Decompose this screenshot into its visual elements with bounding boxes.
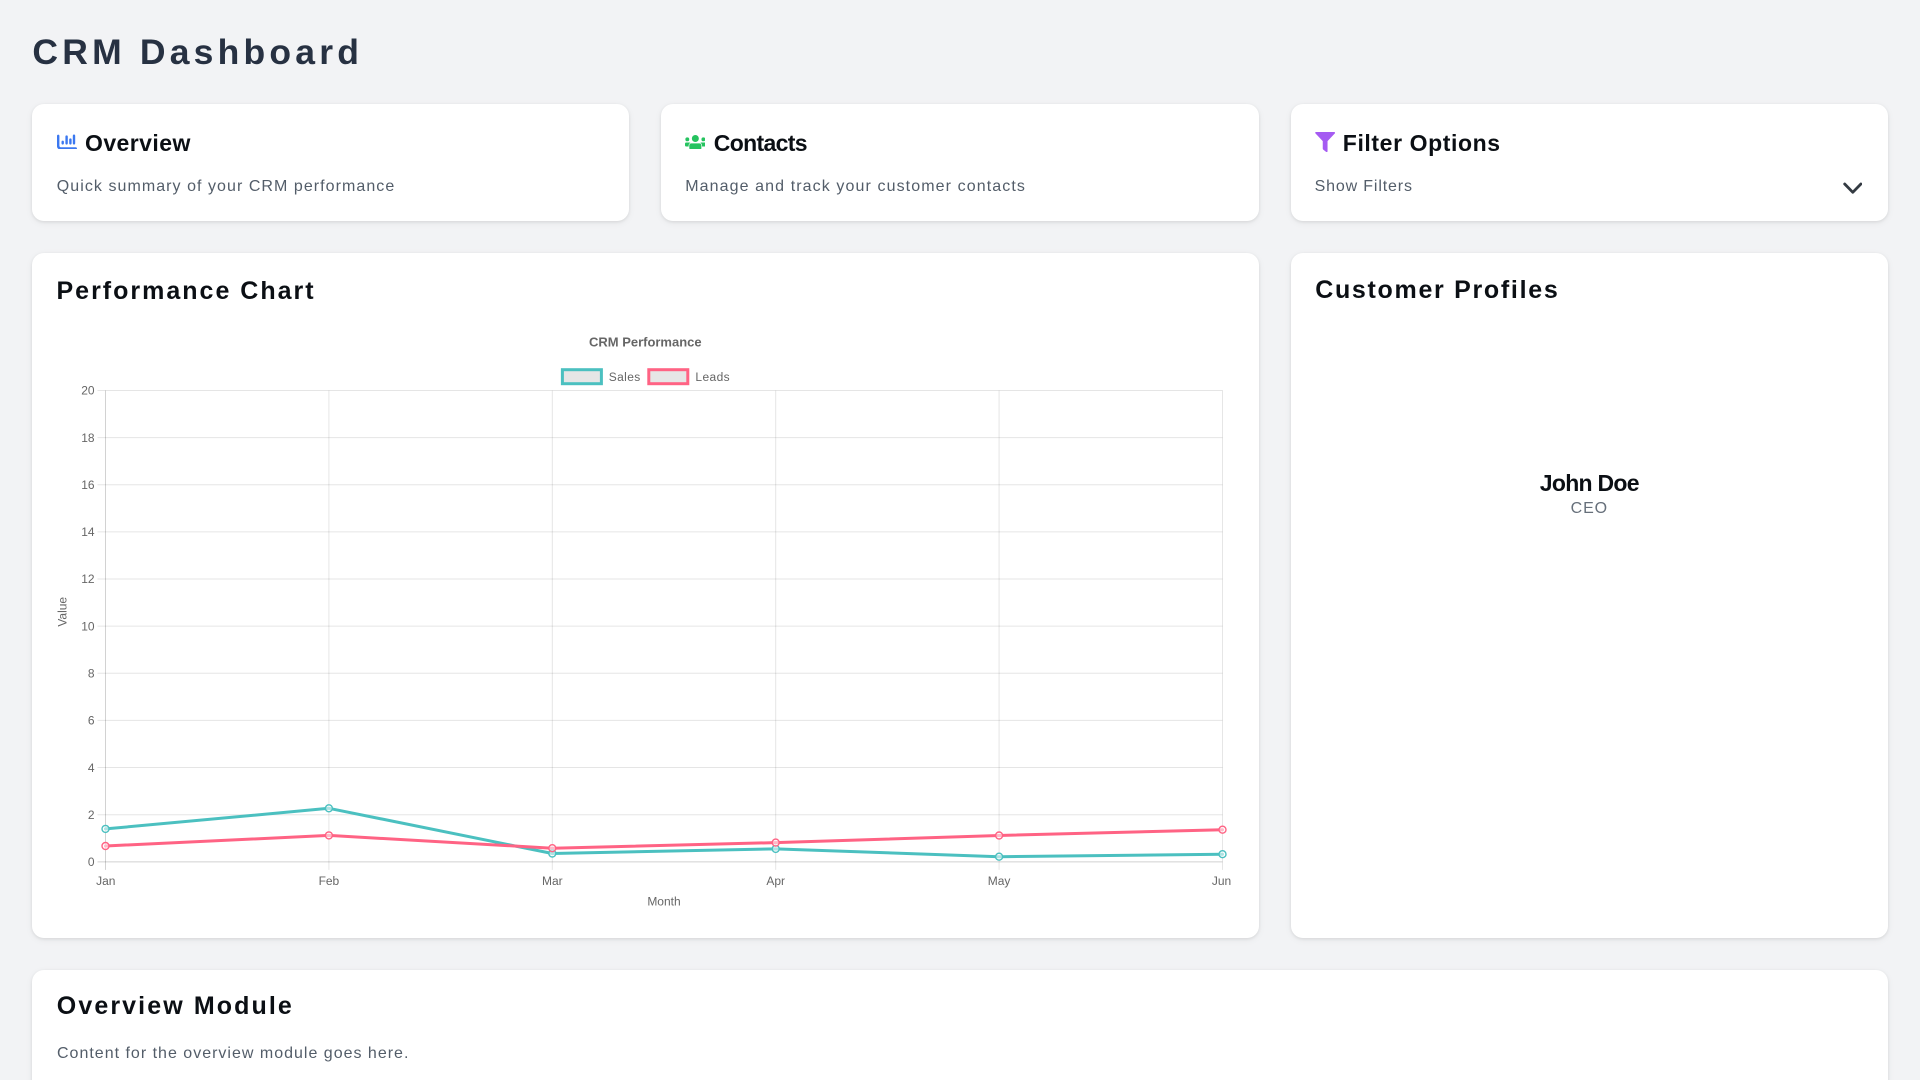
svg-text:May: May: [988, 873, 1011, 887]
svg-text:18: 18: [81, 430, 95, 444]
svg-text:0: 0: [88, 855, 95, 869]
svg-text:Mar: Mar: [542, 873, 563, 887]
svg-text:4: 4: [88, 760, 95, 774]
svg-text:16: 16: [81, 478, 95, 492]
svg-text:8: 8: [88, 666, 95, 680]
svg-text:Sales: Sales: [609, 370, 641, 384]
svg-text:Month: Month: [647, 894, 680, 908]
svg-text:6: 6: [88, 713, 95, 727]
svg-text:Feb: Feb: [319, 873, 340, 887]
svg-text:Jun: Jun: [1212, 873, 1231, 887]
svg-text:10: 10: [81, 619, 95, 633]
svg-text:CRM Performance: CRM Performance: [589, 334, 702, 349]
svg-text:Leads: Leads: [695, 370, 730, 384]
svg-text:Jan: Jan: [96, 873, 115, 887]
svg-text:20: 20: [81, 383, 95, 397]
svg-text:12: 12: [81, 572, 95, 586]
svg-text:2: 2: [88, 808, 95, 822]
svg-text:14: 14: [81, 525, 95, 539]
svg-text:Apr: Apr: [766, 873, 785, 887]
svg-text:Value: Value: [55, 596, 69, 626]
